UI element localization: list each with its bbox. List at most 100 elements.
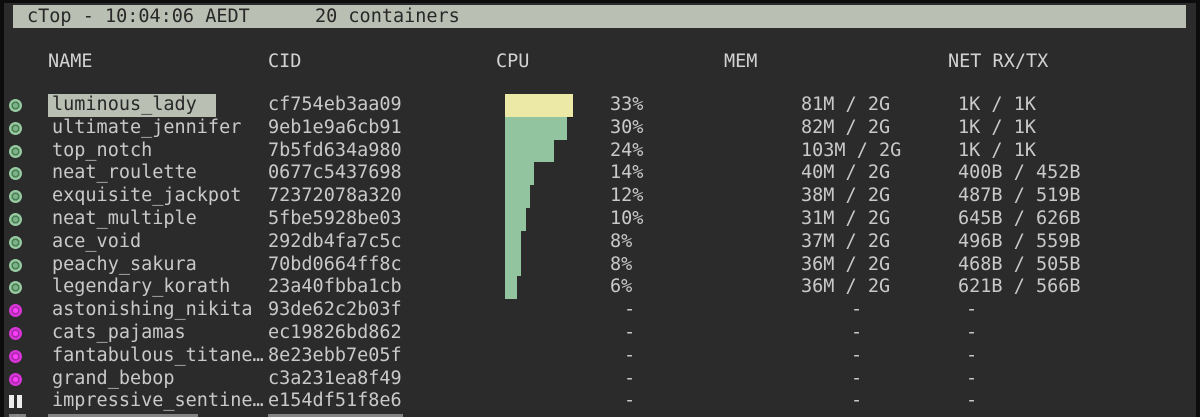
magenta-circle-icon (9, 349, 22, 363)
mem-value: - (851, 390, 863, 412)
pause-icon (9, 395, 22, 409)
net-value: - (966, 344, 978, 366)
container-cid: 0677c5437698 (268, 162, 402, 184)
net-value: 621B / 566B (958, 276, 1081, 298)
container-row[interactable]: neat_multiple 5fbe5928be03 10% 31M / 2G … (4, 207, 1196, 231)
mem-value: 82M / 2G (801, 116, 891, 138)
net-value: 1K / 1K (958, 116, 1036, 138)
container-name: cats_pajamas (52, 321, 186, 343)
container-cid: 292db4fa7c5c (268, 230, 402, 252)
mem-value: - (851, 321, 863, 343)
container-row[interactable]: exquisite_jackpot 72372078a320 12% 38M /… (4, 185, 1196, 208)
cpu-value: 33% (610, 94, 644, 115)
cpu-value: - (624, 390, 636, 412)
cpu-value: - (624, 299, 636, 321)
cpu-value: 24% (610, 139, 644, 161)
green-circle-icon (9, 144, 22, 158)
cpu-value: 14% (610, 162, 644, 184)
container-cid: ec19826bd862 (268, 321, 402, 343)
column-header-net[interactable]: NET RX/TX (948, 51, 1049, 72)
container-row[interactable]: top_notch 7b5fd634a980 24% 103M / 2G 1K … (4, 139, 1196, 163)
container-row[interactable]: impressive_sentine… e154df51f8e6 - - - (4, 390, 1196, 413)
container-row[interactable]: fantabulous_titane… 8e23ebb7e05f - - - (4, 345, 1196, 368)
container-row[interactable]: peachy_sakura 70bd0664ff8c 8% 36M / 2G 4… (4, 253, 1196, 277)
cpu-usage-bar (505, 253, 521, 277)
container-cid: c3a231ea8f49 (268, 367, 402, 389)
status-bar: cTop - 10:04:06 AEDT 20 containers (13, 5, 1186, 28)
container-cid: 7b5fd634a980 (268, 139, 402, 161)
container-name: exquisite_jackpot (52, 185, 242, 207)
container-cid: 23a40fbba1cb (268, 276, 402, 298)
net-value: 487B / 519B (958, 185, 1081, 207)
partial-next-row (4, 413, 1196, 417)
container-row[interactable]: luminous_lady cf754eb3aa09 33% 81M / 2G … (4, 94, 1196, 117)
mem-value: - (851, 344, 863, 366)
cpu-value: - (624, 367, 636, 389)
magenta-circle-icon (9, 372, 22, 386)
cpu-value: - (624, 344, 636, 366)
net-value: - (966, 367, 978, 389)
container-cid: 93de62c2b03f (268, 299, 402, 321)
cpu-value: 12% (610, 185, 644, 207)
green-circle-icon (9, 258, 22, 272)
container-cid: 72372078a320 (268, 185, 402, 207)
green-circle-icon (9, 121, 22, 135)
container-name: ultimate_jennifer (52, 116, 242, 138)
mem-value: 37M / 2G (801, 230, 891, 252)
column-header-cpu[interactable]: CPU (496, 51, 530, 72)
net-value: 400B / 452B (958, 162, 1081, 184)
column-header-mem[interactable]: MEM (724, 51, 758, 72)
container-cid: 5fbe5928be03 (268, 207, 402, 229)
container-cid: 9eb1e9a6cb91 (268, 116, 402, 138)
net-value: 1K / 1K (958, 94, 1036, 115)
container-name: top_notch (52, 139, 153, 161)
app-title-and-clock: cTop - 10:04:06 AEDT (27, 6, 250, 27)
mem-value: 40M / 2G (801, 162, 891, 184)
cpu-usage-bar (505, 230, 521, 254)
cpu-usage-bar (505, 139, 554, 163)
container-row[interactable]: legendary_korath 23a40fbba1cb 6% 36M / 2… (4, 276, 1196, 300)
cpu-value: 30% (610, 116, 644, 138)
container-cid: e154df51f8e6 (268, 390, 402, 412)
net-value: 1K / 1K (958, 139, 1036, 161)
container-rows: luminous_lady cf754eb3aa09 33% 81M / 2G … (4, 94, 1196, 417)
magenta-circle-icon (9, 326, 22, 340)
container-name: impressive_sentine… (52, 390, 264, 412)
cpu-usage-bar (505, 94, 573, 117)
green-circle-icon (9, 99, 22, 112)
container-row[interactable]: astonishing_nikita 93de62c2b03f - - - (4, 299, 1196, 322)
container-name: peachy_sakura (52, 253, 197, 275)
container-name: astonishing_nikita (52, 299, 253, 321)
container-row[interactable]: ultimate_jennifer 9eb1e9a6cb91 30% 82M /… (4, 116, 1196, 140)
container-row[interactable]: ace_void 292db4fa7c5c 8% 37M / 2G 496B /… (4, 230, 1196, 254)
net-value: 468B / 505B (958, 253, 1081, 275)
cpu-usage-bar (505, 116, 567, 140)
container-row[interactable]: cats_pajamas ec19826bd862 - - - (4, 322, 1196, 345)
green-circle-icon (9, 212, 22, 226)
column-header-row: NAME CID CPU MEM NET RX/TX (4, 50, 1196, 74)
green-circle-icon (9, 190, 22, 204)
cpu-usage-bar (505, 162, 534, 186)
cpu-value: 6% (610, 276, 633, 298)
container-name: grand_bebop (52, 367, 175, 389)
container-cid: 70bd0664ff8c (268, 253, 402, 275)
cpu-usage-bar (505, 276, 517, 300)
container-cid: cf754eb3aa09 (268, 94, 402, 115)
magenta-circle-icon (9, 304, 22, 318)
container-row[interactable]: neat_roulette 0677c5437698 14% 40M / 2G … (4, 162, 1196, 186)
terminal-content: cTop - 10:04:06 AEDT 20 containers NAME … (4, 3, 1196, 417)
container-name: neat_roulette (52, 162, 197, 184)
mem-value: 103M / 2G (801, 139, 902, 161)
cpu-usage-bar (505, 185, 530, 208)
cpu-value: 10% (610, 207, 644, 229)
container-cid: 8e23ebb7e05f (268, 344, 402, 366)
container-row[interactable]: grand_bebop c3a231ea8f49 - - - (4, 368, 1196, 391)
net-value: - (966, 390, 978, 412)
green-circle-icon (9, 167, 22, 181)
container-name: neat_multiple (52, 207, 197, 229)
cpu-value: - (624, 321, 636, 343)
column-header-cid[interactable]: CID (268, 51, 302, 72)
cpu-value: 8% (610, 253, 633, 275)
column-header-name[interactable]: NAME (48, 51, 93, 72)
